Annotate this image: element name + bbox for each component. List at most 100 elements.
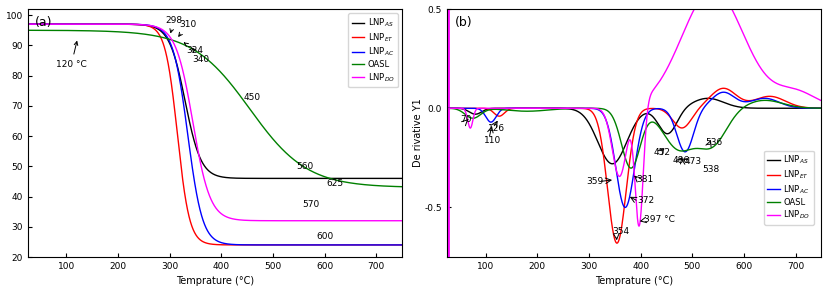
Line: OASL: OASL [447, 100, 821, 168]
LNP$_{AS}$ [390, 177, 399, 180]
Line: LNP$_{AC}$: LNP$_{AC}$ [447, 92, 821, 207]
OASL [65, 29, 75, 32]
OASL [88, 29, 98, 33]
Line: LNP$_{AS}$: LNP$_{AS}$ [27, 24, 402, 178]
LNP$_{AS}$ [397, 177, 407, 180]
LNP$_{AS}$ [350, 177, 360, 180]
LNP$_{ET}$ [22, 22, 32, 26]
Text: 324: 324 [184, 43, 203, 55]
Text: 560: 560 [297, 162, 314, 171]
LNP$_{AC}$ [183, 131, 193, 134]
LNP$_{ET}$ [586, 109, 595, 112]
Line: LNP$_{AS}$: LNP$_{AS}$ [447, 98, 821, 164]
Text: 538: 538 [703, 165, 720, 174]
Legend: LNP$_{AS}$, LNP$_{ET}$, LNP$_{AC}$, OASL, LNP$_{DO}$: LNP$_{AS}$, LNP$_{ET}$, LNP$_{AC}$, OASL… [764, 151, 814, 225]
LNP$_{AS}$ [442, 107, 452, 110]
Line: LNP$_{ET}$: LNP$_{ET}$ [27, 24, 402, 245]
OASL [602, 109, 612, 112]
LNP$_{DO}$ [390, 219, 399, 223]
OASL [507, 109, 517, 112]
LNP$_{AS}$ [816, 107, 826, 110]
X-axis label: Temprature (°C): Temprature (°C) [595, 277, 673, 286]
LNP$_{AS}$ [65, 22, 75, 26]
LNP$_{AC}$ [810, 107, 820, 110]
LNP$_{ET}$ [65, 22, 75, 26]
Text: 372: 372 [637, 197, 654, 206]
LNP$_{DO}$ [183, 91, 193, 94]
Text: 570: 570 [302, 200, 319, 209]
Text: 298: 298 [165, 16, 183, 32]
LNP$_{AS}$ [166, 45, 176, 49]
Text: 625: 625 [327, 179, 344, 188]
LNP$_{AS}$ [810, 107, 820, 110]
LNP$_{AS}$ [586, 124, 595, 128]
X-axis label: Temprature (°C): Temprature (°C) [176, 277, 254, 286]
LNP$_{AC}$ [390, 243, 399, 247]
OASL [485, 108, 495, 112]
LNP$_{AC}$ [586, 107, 595, 110]
Text: 600: 600 [317, 232, 334, 241]
OASL [390, 185, 399, 188]
LNP$_{ET}$ [719, 86, 729, 90]
LNP$_{DO}$ [507, 107, 517, 110]
Line: LNP$_{DO}$: LNP$_{DO}$ [447, 0, 821, 226]
Text: (a): (a) [36, 16, 53, 29]
LNP$_{DO}$ [397, 219, 407, 223]
LNP$_{AC}$ [88, 22, 98, 26]
Text: 359: 359 [586, 177, 603, 186]
LNP$_{AS}$ [507, 107, 517, 110]
Legend: LNP$_{AS}$, LNP$_{ET}$, LNP$_{AC}$, OASL, LNP$_{DO}$: LNP$_{AS}$, LNP$_{ET}$, LNP$_{AC}$, OASL… [348, 13, 398, 87]
LNP$_{AC}$ [65, 22, 75, 26]
LNP$_{DO}$ [65, 22, 75, 26]
LNP$_{DO}$ [166, 37, 176, 41]
Text: 354: 354 [612, 227, 629, 236]
LNP$_{ET}$ [390, 243, 399, 247]
LNP$_{DO}$ [602, 121, 612, 125]
LNP$_{DO}$ [22, 22, 32, 26]
LNP$_{DO}$ [350, 219, 360, 223]
LNP$_{ET}$ [810, 106, 820, 110]
Line: LNP$_{DO}$: LNP$_{DO}$ [27, 24, 402, 221]
LNP$_{DO}$ [485, 107, 495, 110]
OASL [183, 45, 193, 48]
LNP$_{ET}$ [612, 241, 622, 245]
LNP$_{ET}$ [602, 181, 612, 185]
OASL [586, 107, 595, 110]
Text: 473: 473 [684, 157, 701, 166]
LNP$_{AS}$ [703, 97, 713, 100]
Y-axis label: De rivative Y1: De rivative Y1 [414, 99, 423, 167]
Text: 450: 450 [243, 93, 261, 102]
LNP$_{ET}$ [442, 107, 452, 110]
Text: 120 °C: 120 °C [56, 41, 87, 69]
LNP$_{DO}$ [769, 80, 779, 84]
LNP$_{AC}$ [442, 107, 452, 110]
LNP$_{AC}$ [816, 107, 826, 110]
OASL [810, 106, 820, 110]
LNP$_{ET}$ [507, 107, 517, 110]
OASL [166, 38, 176, 41]
LNP$_{DO}$ [442, 107, 452, 110]
LNP$_{ET}$ [769, 95, 779, 98]
Line: LNP$_{ET}$: LNP$_{ET}$ [447, 88, 821, 243]
LNP$_{ET}$ [183, 208, 193, 211]
LNP$_{AC}$ [485, 120, 495, 124]
Text: (b): (b) [455, 16, 472, 29]
LNP$_{AC}$ [602, 121, 612, 124]
OASL [442, 107, 452, 110]
OASL [22, 29, 32, 32]
LNP$_{AS}$ [88, 22, 98, 26]
Text: 110: 110 [485, 136, 501, 145]
LNP$_{AC}$ [166, 44, 176, 47]
OASL [769, 100, 779, 103]
LNP$_{AS}$ [485, 107, 495, 110]
LNP$_{ET}$ [88, 22, 98, 26]
Text: 397 °C: 397 °C [643, 215, 675, 224]
LNP$_{AS}$ [22, 22, 32, 26]
LNP$_{AS}$ [607, 162, 617, 166]
LNP$_{AC}$ [769, 98, 779, 102]
OASL [350, 182, 360, 185]
Text: 381: 381 [637, 175, 654, 184]
Text: 536: 536 [705, 138, 723, 147]
Line: OASL: OASL [27, 30, 402, 187]
LNP$_{ET}$ [350, 243, 360, 247]
